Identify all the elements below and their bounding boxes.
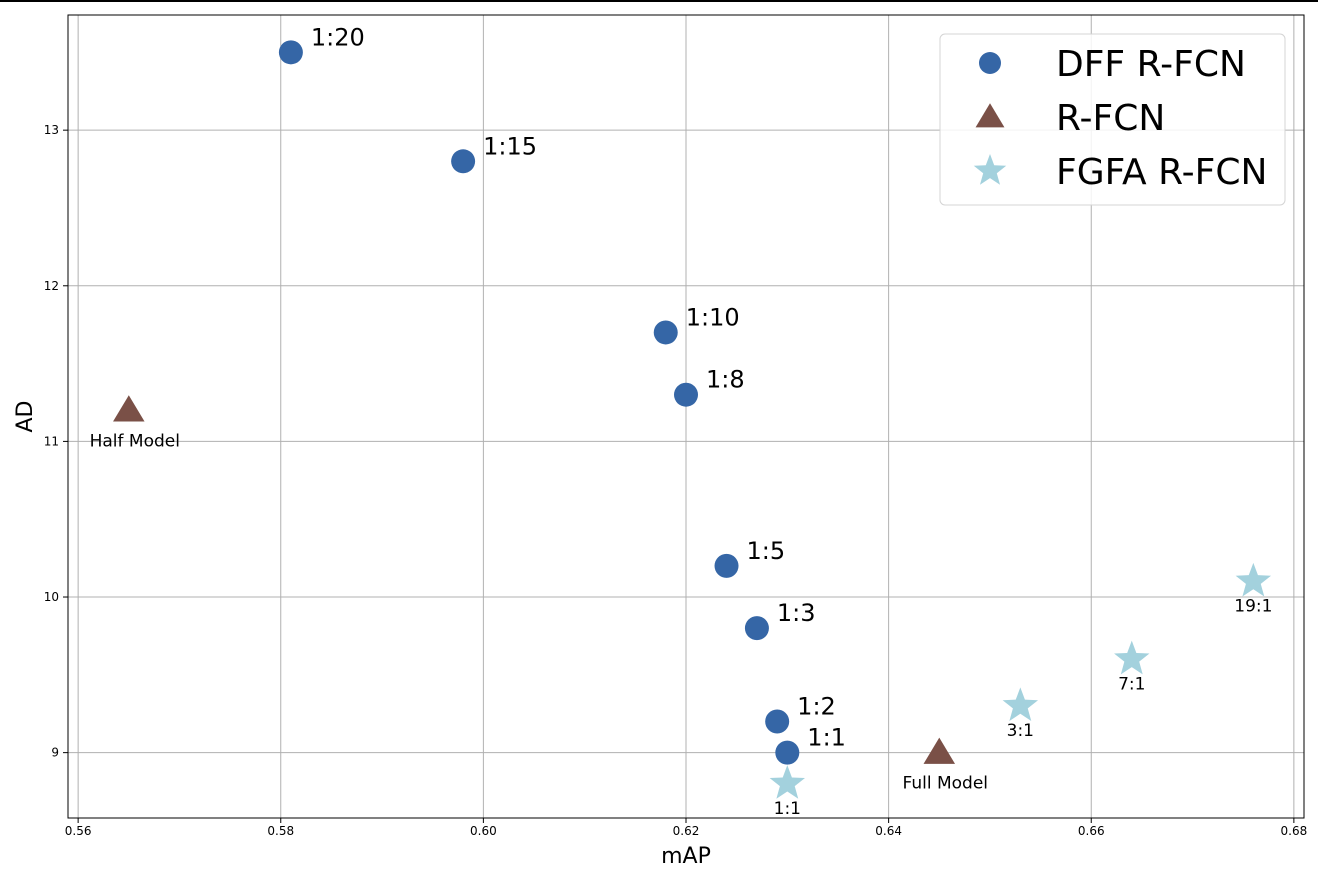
legend: DFF R-FCN R-FCN FGFA R-FCN bbox=[939, 33, 1286, 206]
ticks: 0.56 0.58 0.60 0.62 0.64 0.66 0.68 9 10 11 12 13 bbox=[44, 123, 1308, 838]
legend-marker-circle bbox=[979, 52, 1001, 74]
point-star-1 bbox=[1002, 687, 1039, 721]
data-points bbox=[113, 40, 1272, 799]
y-tick-label-3: 12 bbox=[44, 279, 59, 293]
x-tick-label-4: 0.64 bbox=[875, 824, 902, 838]
point-star-0 bbox=[769, 765, 805, 799]
point-label-circle-6: 1:2 bbox=[797, 693, 836, 721]
legend-label-2: FGFA R-FCN bbox=[1056, 152, 1267, 193]
point-circle-1 bbox=[451, 149, 476, 174]
point-label-star-0: 1:1 bbox=[774, 799, 801, 819]
point-label-circle-1: 1:15 bbox=[483, 132, 537, 160]
point-label-circle-2: 1:10 bbox=[686, 303, 740, 331]
point-label-star-2: 7:1 bbox=[1118, 674, 1145, 694]
x-tick-label-2: 0.60 bbox=[470, 824, 497, 838]
point-triangle-1 bbox=[923, 737, 956, 764]
legend-box bbox=[939, 33, 1286, 206]
point-circle-4 bbox=[714, 553, 739, 578]
legend-marker-star bbox=[973, 153, 1007, 185]
x-tick-label-6: 0.68 bbox=[1281, 824, 1308, 838]
y-tick-label-4: 13 bbox=[44, 123, 59, 137]
point-star-3 bbox=[1235, 562, 1272, 597]
point-label-star-1: 3:1 bbox=[1007, 721, 1034, 741]
x-tick-label-1: 0.58 bbox=[267, 824, 294, 838]
legend-label-0: DFF R-FCN bbox=[1056, 44, 1246, 85]
point-circle-6 bbox=[765, 709, 790, 734]
x-tick-label-5: 0.66 bbox=[1078, 824, 1105, 838]
legend-marker-triangle bbox=[975, 103, 1005, 128]
point-circle-2 bbox=[653, 320, 678, 345]
point-circle-0 bbox=[278, 40, 303, 65]
x-axis-label: mAP bbox=[661, 844, 711, 869]
y-axis-label: AD bbox=[13, 401, 38, 433]
point-star-2 bbox=[1114, 640, 1150, 675]
point-circle-3 bbox=[674, 382, 698, 407]
point-labels: 1:20 1:15 1:10 1:8 1:5 1:3 1:2 1:1 Half Model Ful… bbox=[90, 23, 1273, 818]
point-label-circle-3: 1:8 bbox=[706, 366, 745, 394]
y-tick-label-0: 9 bbox=[51, 746, 59, 760]
plot-frame bbox=[67, 14, 1305, 819]
y-tick-label-1: 10 bbox=[44, 590, 59, 604]
point-label-star-3: 19:1 bbox=[1234, 596, 1272, 616]
point-circle-7 bbox=[775, 740, 800, 765]
point-label-triangle-0: Half Model bbox=[90, 431, 180, 451]
point-label-circle-0: 1:20 bbox=[311, 23, 365, 51]
point-label-circle-5: 1:3 bbox=[777, 599, 816, 627]
x-tick-label-3: 0.62 bbox=[673, 824, 700, 838]
legend-label-1: R-FCN bbox=[1056, 98, 1165, 139]
point-label-triangle-1: Full Model bbox=[903, 774, 989, 794]
y-tick-label-2: 11 bbox=[44, 434, 59, 448]
point-label-circle-4: 1:5 bbox=[747, 537, 786, 565]
point-label-circle-7: 1:1 bbox=[807, 724, 846, 752]
point-triangle-0 bbox=[113, 395, 145, 422]
point-circle-5 bbox=[744, 616, 769, 641]
x-tick-label-0: 0.56 bbox=[65, 824, 92, 838]
